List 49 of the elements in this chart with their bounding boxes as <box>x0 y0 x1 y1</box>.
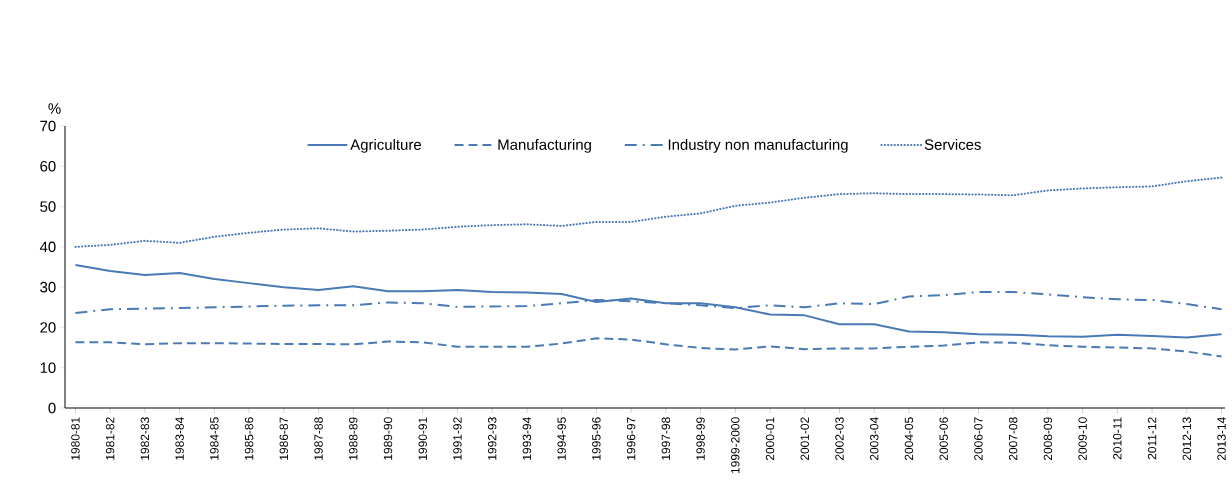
y-tick-label: 60 <box>40 161 56 172</box>
x-tick-label: 1992-93 <box>487 417 497 460</box>
x-tick-label: 1989-90 <box>383 417 393 460</box>
x-tick-label: 2000-01 <box>765 417 775 461</box>
x-tick-label: 2001-02 <box>800 417 809 461</box>
x-tick-label: 1987-88 <box>314 417 323 460</box>
y-tick-label: 30 <box>40 281 56 293</box>
y-tick-label: 70 <box>40 120 56 132</box>
x-tick-label: 2004-05 <box>904 417 914 461</box>
x-tick-label: 1997-98 <box>661 417 671 460</box>
x-tick-label: 2010-11 <box>1113 417 1122 460</box>
x-tick-label: 1993-94 <box>522 417 532 460</box>
legend-label: Manufacturing <box>498 138 591 153</box>
x-tick-label: 1984-85 <box>210 417 219 460</box>
y-axis-title: % <box>48 103 61 114</box>
line-series <box>74 263 1223 339</box>
y-tick-label: 10 <box>40 362 56 373</box>
x-tick-label: 2005-06 <box>939 417 948 461</box>
x-tick-label: 2003-04 <box>869 417 879 461</box>
x-tick-label: 1983-84 <box>175 417 184 460</box>
x-tick-label: 1981-82 <box>105 417 115 460</box>
x-tick-label: 1994-95 <box>557 417 566 460</box>
x-tick-label: 1988-89 <box>349 417 358 460</box>
legend-label: Industry non manufacturing <box>668 138 848 153</box>
x-tick-label: 2002-03 <box>835 417 844 461</box>
x-tick-label: 1996-97 <box>626 417 636 460</box>
y-tick-label: 50 <box>40 201 56 212</box>
x-tick-label: 2006-07 <box>974 417 983 461</box>
legend-label: Agriculture <box>350 138 421 153</box>
x-tick-label: 1995-96 <box>592 417 601 460</box>
x-tick-label: 2007-08 <box>1008 417 1018 461</box>
x-tick-label: 1982-83 <box>140 417 150 460</box>
x-tick-label: 1980-81 <box>71 417 80 460</box>
y-tick-label: 20 <box>40 322 56 333</box>
legend-label: Services <box>924 138 981 150</box>
y-tick-label: 40 <box>39 241 56 253</box>
x-tick-label: 1991-92 <box>453 417 462 460</box>
x-tick-label: 1985-86 <box>244 417 254 460</box>
x-tick-label: 2008-09 <box>1043 417 1053 461</box>
x-tick-label: 1990-91 <box>418 417 427 460</box>
x-tick-label: 2012-13 <box>1182 417 1192 461</box>
x-tick-label: 2011-12 <box>1147 417 1157 460</box>
line-series <box>74 176 1223 248</box>
x-tick-label: 1999-2000 <box>731 417 740 474</box>
x-tick-label: 1998-99 <box>696 417 705 460</box>
y-tick-label: 0 <box>48 402 56 414</box>
x-tick-label: 2013-14 <box>1217 417 1226 461</box>
x-tick-label: 1986-87 <box>279 417 289 460</box>
x-tick-label: 2009-10 <box>1078 417 1087 461</box>
